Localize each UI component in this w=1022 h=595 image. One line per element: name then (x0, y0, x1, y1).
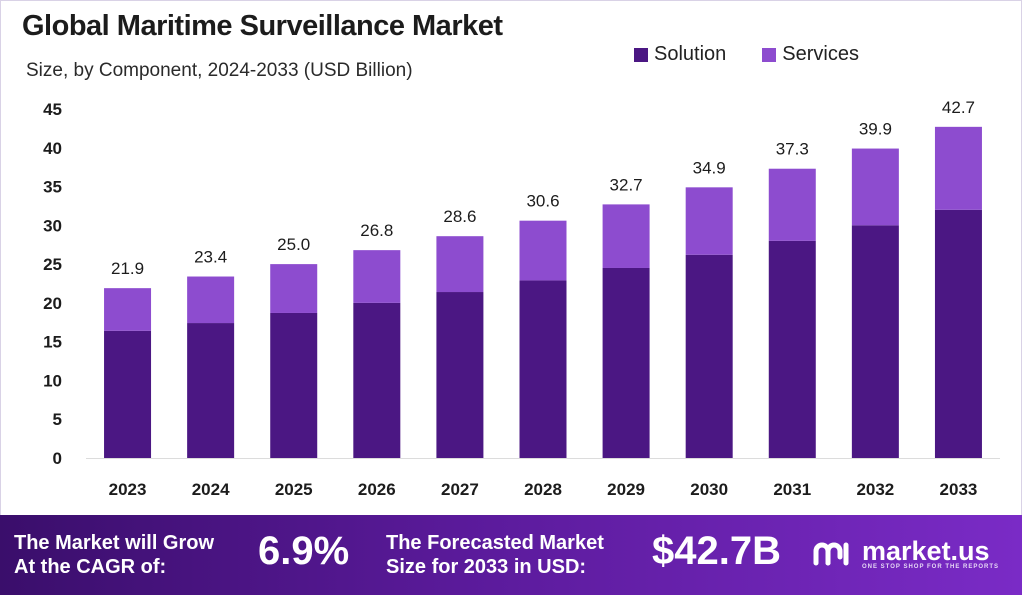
data-label: 39.9 (859, 120, 892, 139)
x-tick-label: 2024 (192, 480, 230, 499)
bar-services (768, 168, 816, 241)
x-tick-label: 2026 (358, 480, 396, 499)
bar-services (934, 126, 982, 210)
bar-services (436, 236, 484, 293)
data-label: 28.6 (443, 207, 476, 226)
bar-solution (934, 209, 982, 458)
cagr-label: The Market will Grow At the CAGR of: (14, 531, 214, 579)
data-label: 21.9 (111, 259, 144, 278)
legend-label-services: Services (782, 43, 859, 65)
chart-title: Global Maritime Surveillance Market (22, 10, 503, 42)
bar-solution (187, 323, 235, 458)
bar-services (353, 250, 401, 303)
chart-subtitle: Size, by Component, 2024-2033 (USD Billi… (26, 60, 413, 81)
bar-solution (519, 280, 567, 458)
x-tick-label: 2032 (856, 480, 894, 499)
forecast-label: The Forecasted Market Size for 2033 in U… (386, 531, 604, 579)
forecast-label-line1: The Forecasted Market (386, 532, 604, 554)
data-label: 23.4 (194, 248, 227, 267)
bar-chart: 05101520253035404521.9202323.4202425.020… (43, 98, 1000, 499)
y-tick-label: 40 (43, 139, 62, 158)
legend-swatch-solution (634, 47, 648, 62)
brand-name: market.us (862, 536, 990, 566)
bar-solution (436, 292, 484, 458)
y-tick-label: 0 (53, 449, 62, 468)
data-label: 34.9 (693, 158, 726, 177)
y-tick-label: 20 (43, 294, 62, 313)
x-tick-label: 2031 (773, 480, 811, 499)
data-label: 26.8 (360, 221, 393, 240)
cagr-label-line2: At the CAGR of: (14, 556, 167, 578)
data-label: 42.7 (942, 98, 975, 117)
bar-services (519, 220, 567, 281)
y-tick-label: 45 (43, 100, 62, 119)
x-tick-label: 2033 (940, 480, 978, 499)
legend-item-services: Services (762, 43, 859, 66)
bar-services (187, 276, 235, 324)
legend-label-solution: Solution (654, 43, 727, 65)
bar-solution (602, 267, 650, 458)
bar-solution (270, 312, 318, 458)
bar-services (602, 204, 650, 268)
legend-item-solution: Solution (634, 43, 726, 66)
bar-services (104, 288, 152, 331)
forecast-value: $42.7B (652, 529, 781, 573)
bar-services (685, 187, 733, 255)
bar-services (851, 148, 899, 226)
market-us-logo-icon (813, 542, 849, 566)
y-tick-label: 10 (43, 371, 62, 390)
bar-solution (768, 240, 816, 458)
brand-tagline: ONE STOP SHOP FOR THE REPORTS (862, 564, 1000, 570)
bar-solution (685, 254, 733, 458)
x-tick-label: 2030 (690, 480, 728, 499)
y-tick-label: 25 (43, 255, 62, 274)
bar-solution (851, 225, 899, 458)
data-label: 25.0 (277, 235, 310, 254)
legend: Solution Services (634, 43, 859, 66)
x-tick-label: 2025 (275, 480, 313, 499)
x-tick-label: 2023 (109, 480, 147, 499)
x-tick-label: 2027 (441, 480, 479, 499)
x-tick-label: 2029 (607, 480, 645, 499)
x-tick-label: 2028 (524, 480, 562, 499)
bar-solution (104, 330, 152, 458)
market-us-logo: market.us ONE STOP SHOP FOR THE REPORTS (812, 537, 999, 571)
y-tick-label: 30 (43, 216, 62, 235)
y-tick-label: 5 (53, 410, 62, 429)
legend-swatch-services (762, 47, 777, 62)
data-label: 37.3 (776, 140, 809, 159)
y-tick-label: 15 (43, 333, 62, 352)
bar-solution (353, 302, 401, 458)
forecast-label-line2: Size for 2033 in USD: (386, 556, 587, 578)
cagr-label-line1: The Market will Grow (14, 532, 215, 554)
data-label: 32.7 (610, 175, 643, 194)
y-tick-label: 35 (43, 178, 62, 197)
cagr-value: 6.9% (258, 529, 350, 573)
bar-services (270, 264, 318, 313)
data-label: 30.6 (526, 192, 559, 211)
footer-banner: The Market will Grow At the CAGR of: 6.9… (0, 515, 1022, 595)
